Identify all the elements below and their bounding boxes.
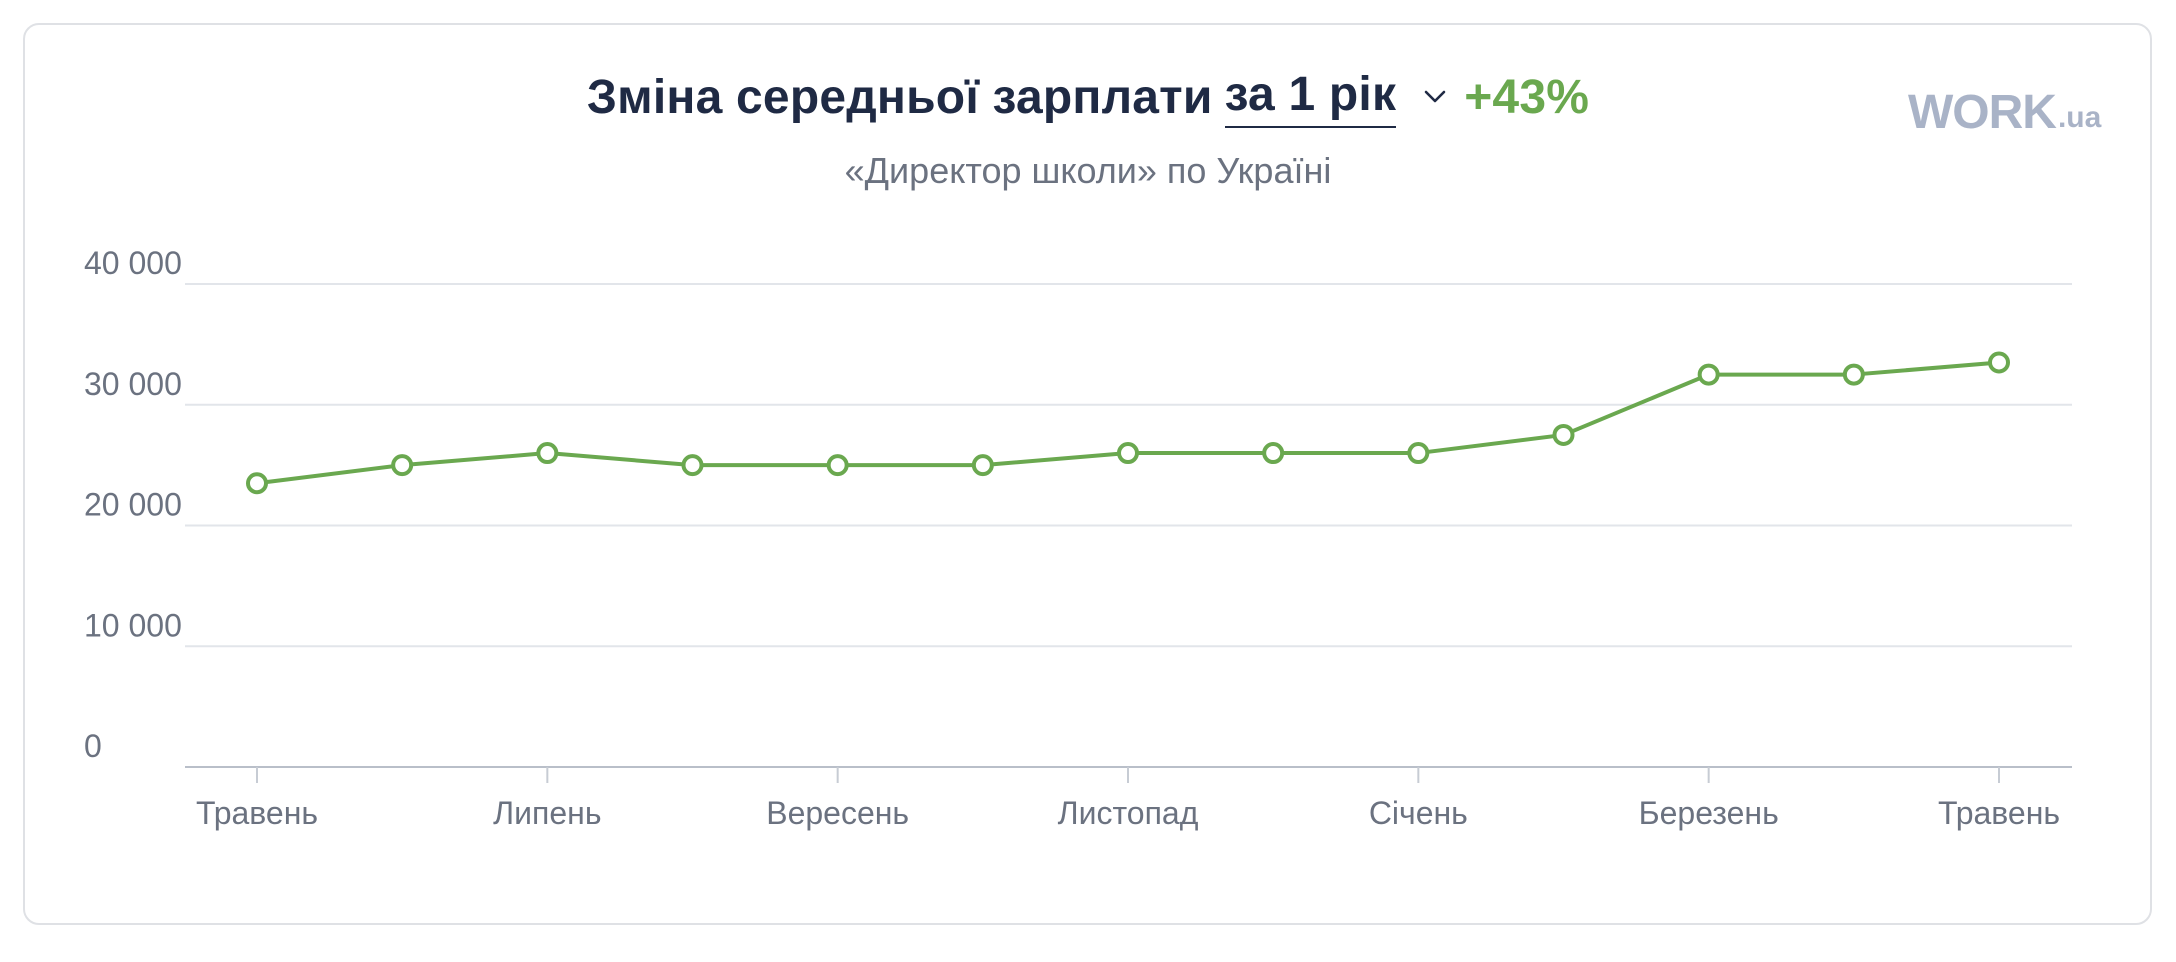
data-point[interactable] bbox=[1552, 423, 1575, 446]
data-point[interactable] bbox=[681, 454, 704, 477]
data-point[interactable] bbox=[1697, 363, 1720, 386]
data-point[interactable] bbox=[1262, 442, 1285, 465]
data-point[interactable] bbox=[826, 454, 849, 477]
chart-card bbox=[23, 23, 2152, 925]
x-tick-label: Листопад bbox=[1058, 795, 1199, 831]
chart-title: Зміна середньої зарплати за 1 рік +43% bbox=[0, 62, 2176, 132]
x-tick-label: Січень bbox=[1369, 795, 1468, 831]
y-tick-label: 40 000 bbox=[84, 245, 182, 281]
y-tick-label: 30 000 bbox=[84, 366, 182, 402]
series-line bbox=[256, 360, 2000, 486]
work-ua-logo: WORK .ua bbox=[1908, 88, 2101, 138]
y-tick-label: 0 bbox=[84, 728, 102, 764]
x-tick-label: Березень bbox=[1639, 795, 1779, 831]
data-point[interactable] bbox=[391, 454, 414, 477]
x-tick-label: Липень bbox=[493, 795, 601, 831]
data-point[interactable] bbox=[1988, 351, 2010, 374]
period-selector[interactable]: за 1 рік bbox=[1224, 66, 1397, 128]
change-percent: +43% bbox=[1464, 70, 1590, 124]
y-tick-label: 20 000 bbox=[84, 487, 182, 523]
data-point[interactable] bbox=[1842, 363, 1865, 386]
logo-ua-text: .ua bbox=[2057, 101, 2102, 134]
data-point[interactable] bbox=[246, 472, 268, 495]
logo-work-text: WORK bbox=[1908, 86, 2057, 139]
data-point[interactable] bbox=[971, 454, 994, 477]
x-tick-label: Травень bbox=[1938, 795, 2060, 831]
title-text: Зміна середньої зарплати bbox=[586, 70, 1213, 124]
x-tick-label: Вересень bbox=[766, 795, 909, 831]
x-tick-label: Травень bbox=[196, 795, 318, 831]
data-point[interactable] bbox=[1117, 442, 1139, 465]
chart-subtitle: «Директор школи» по Україні bbox=[844, 150, 1332, 191]
data-point[interactable] bbox=[1407, 442, 1430, 465]
y-tick-label: 10 000 bbox=[84, 607, 182, 643]
chevron-down-icon[interactable] bbox=[1418, 80, 1452, 114]
data-point[interactable] bbox=[536, 442, 559, 465]
